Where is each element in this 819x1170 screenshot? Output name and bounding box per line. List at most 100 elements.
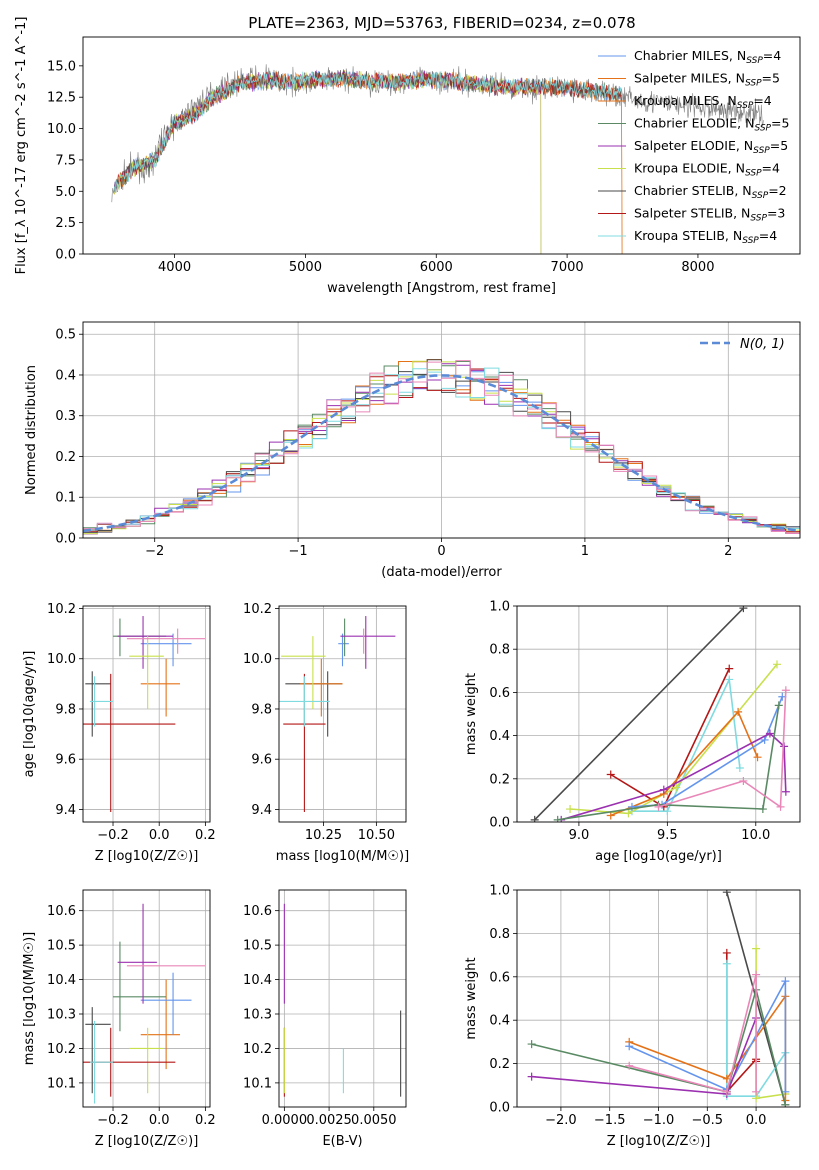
legend-label-sub: SSP <box>754 124 771 134</box>
legend-label: Salpeter STELIB, NSSP=3 <box>634 206 785 224</box>
x-tick-label: −1.5 <box>594 1113 626 1128</box>
errorbar-point <box>113 618 167 657</box>
x-tick-label: 0.0025 <box>306 1113 352 1128</box>
legend-label-tail: =2 <box>768 183 786 198</box>
weight-marker <box>739 606 748 613</box>
legend-label-main: Chabrier STELIB, N <box>634 183 752 198</box>
weight-line-8 <box>658 690 787 809</box>
x-tick-label: 2 <box>724 544 732 559</box>
legend-label-tail: =4 <box>753 93 771 108</box>
model-line-1 <box>114 70 623 254</box>
legend-label-main: Kroupa MILES, N <box>634 93 737 108</box>
weight-marker <box>663 807 672 816</box>
y-tick-label: 10.2 <box>243 602 272 617</box>
weight-line-0 <box>534 607 744 821</box>
weight-marker <box>654 802 663 811</box>
y-tick-label: 10.2 <box>47 602 76 617</box>
errorbars <box>83 616 206 812</box>
y-axis-label: mass weight <box>464 957 479 1039</box>
legend-label: Chabrier STELIB, NSSP=2 <box>634 183 787 201</box>
weight-line-2 <box>726 963 787 1097</box>
legend-label-sub: SSP <box>745 169 762 179</box>
weight-marker <box>781 686 790 695</box>
ticks: 10.25 10.50 9.4 9.6 9.8 10.0 10.2 <box>243 602 395 843</box>
weight-marker <box>627 802 636 811</box>
y-tick-label: 0.8 <box>489 927 510 942</box>
legend-label: Chabrier ELODIE, NSSP=5 <box>634 116 789 134</box>
grid-lines <box>517 605 800 823</box>
weight-marker <box>734 707 743 716</box>
weight-marker <box>566 805 575 814</box>
errorbar-point <box>117 616 174 669</box>
ticks: −2.0 −1.5 −1.0 −0.5 0.0 0.0 0.2 0.4 0.6 0.8 1.0 <box>489 884 766 1129</box>
y-tick-label: 0.4 <box>489 1014 510 1029</box>
legend-label-tail: =5 <box>771 116 789 131</box>
errorbars <box>279 616 396 812</box>
y-tick-label: 10.4 <box>243 973 272 988</box>
y-tick-label: 0.0 <box>489 1101 510 1116</box>
x-tick-label: 7000 <box>551 260 584 275</box>
errorbar-point <box>85 671 111 737</box>
model-line-8 <box>114 71 622 194</box>
x-tick-label: −2.0 <box>545 1113 577 1128</box>
weight-vs-age-panel: 9.0 9.5 10.0 0.0 0.2 0.4 0.6 0.8 1.0 age [log10(a… <box>464 600 801 864</box>
plot-frame <box>82 605 211 823</box>
age-vs-mass-panel: 10.25 10.50 9.4 9.6 9.8 10.0 10.2 mass [log10(M… <box>243 602 409 864</box>
y-tick-label: 10.0 <box>47 652 76 667</box>
legend-label: Kroupa STELIB, NSSP=4 <box>634 228 777 246</box>
weight-marker <box>722 959 731 968</box>
legend-label-main: Kroupa ELODIE, N <box>634 161 745 176</box>
y-tick-label: 10.4 <box>47 973 76 988</box>
legend-label-tail: =5 <box>762 71 780 86</box>
legend-label-main: Salpeter MILES, N <box>634 71 745 86</box>
grid-lines <box>83 606 210 822</box>
legend-label-sub: SSP <box>746 56 763 66</box>
legend-label-main: Chabrier ELODIE, N <box>634 116 754 131</box>
weight-marker <box>606 811 615 820</box>
y-tick-label: 10.2 <box>47 1042 76 1057</box>
weight-marker <box>722 1087 731 1096</box>
weight-marker <box>739 776 748 785</box>
legend-label-main: Chabrier MILES, N <box>634 48 746 63</box>
y-tick-label: 10.5 <box>243 939 272 954</box>
x-axis-label: (data-model)/error <box>381 565 502 580</box>
x-tick-label: −1.0 <box>643 1113 675 1128</box>
weight-line-4 <box>610 710 759 817</box>
y-tick-label: 0.4 <box>55 368 76 383</box>
y-tick-label: 9.8 <box>251 702 272 717</box>
legend-label-sub: SSP <box>745 79 762 89</box>
x-tick-label: 9.0 <box>569 828 590 843</box>
y-tick-label: 10.1 <box>47 1076 76 1091</box>
weight-marker <box>753 753 762 762</box>
weight-marker <box>527 1072 536 1081</box>
weight-marker <box>725 675 734 684</box>
y-tick-label: 0.0 <box>489 816 510 831</box>
errorbar-point <box>140 979 180 1070</box>
weight-marker <box>527 1040 536 1049</box>
grid-lines <box>83 890 210 1107</box>
x-tick-label: 0.0050 <box>351 1113 397 1128</box>
legend-label-tail: =4 <box>759 228 777 243</box>
y-tick-label: 10.6 <box>243 904 272 919</box>
errorbar-point <box>89 1020 114 1104</box>
spectrum-lines <box>111 64 764 254</box>
legend-label: N(0, 1) <box>740 337 785 352</box>
y-axis-label: mass weight <box>464 673 479 755</box>
legend-label-main: Kroupa STELIB, N <box>634 228 742 243</box>
y-tick-label: 9.4 <box>55 803 76 818</box>
y-axis-label: Flux [f_λ 10^-17 erg cm^-2 s^-1 A^-1] <box>14 17 29 275</box>
y-tick-label: 9.4 <box>251 803 272 818</box>
ticks: −0.2 0.0 0.2 9.4 9.6 9.8 10.0 10.2 <box>47 602 216 843</box>
y-tick-label: 12.5 <box>47 91 76 106</box>
weight-marker <box>781 1100 790 1107</box>
y-tick-label: 15.0 <box>47 59 76 74</box>
x-axis-label: Z [log10(Z/Z☉)] <box>607 1134 711 1149</box>
x-tick-label: 6000 <box>420 260 453 275</box>
legend-label-main: Salpeter ELODIE, N <box>634 138 753 153</box>
legend-label-sub: SSP <box>750 214 767 224</box>
weight-marker <box>773 660 782 669</box>
y-tick-label: 9.8 <box>55 702 76 717</box>
y-tick-label: 9.6 <box>251 753 272 768</box>
